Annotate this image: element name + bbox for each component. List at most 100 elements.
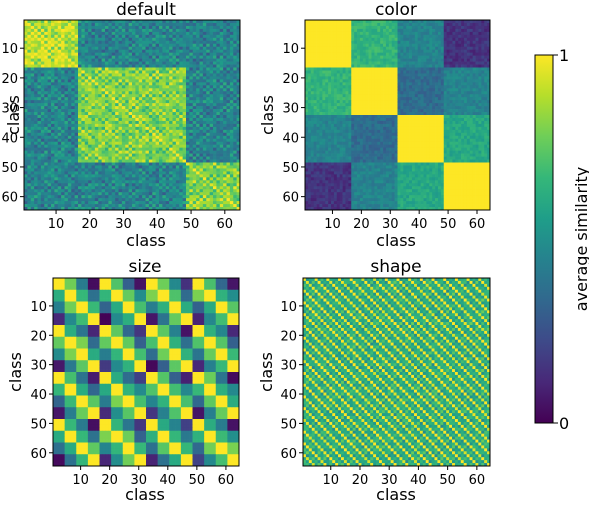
heatmap-cell: [54, 34, 59, 39]
heatmap-cell: [152, 112, 156, 116]
heatmap-cell: [148, 135, 153, 140]
heatmap-cell: [371, 55, 375, 59]
heatmap-cell: [57, 180, 62, 184]
heatmap-cell: [57, 115, 62, 119]
heatmap-cell: [186, 28, 190, 33]
heatmap-cell: [44, 94, 48, 98]
heatmap-cell: [138, 55, 143, 59]
heatmap-cell: [142, 144, 146, 149]
heatmap-cell: [223, 189, 227, 193]
heatmap-cell: [199, 162, 204, 166]
heatmap-cell: [108, 132, 113, 137]
x-tick-label: 10: [48, 217, 65, 232]
heatmap-cell: [105, 106, 109, 110]
heatmap-cell: [169, 201, 173, 205]
heatmap-cell: [138, 168, 143, 172]
heatmap-cell: [145, 91, 150, 95]
heatmap-cell: [152, 115, 156, 119]
heatmap-cell: [34, 195, 38, 199]
heatmap-cell: [44, 126, 48, 131]
heatmap-cell: [420, 46, 424, 51]
heatmap-cell: [51, 141, 55, 146]
heatmap-cell: [458, 40, 462, 45]
heatmap-cell: [121, 132, 126, 137]
heatmap-cell: [165, 120, 170, 125]
heatmap-cell: [385, 20, 390, 24]
heatmap-cell: [61, 79, 65, 83]
heatmap-cell: [88, 192, 92, 196]
heatmap-cell: [78, 129, 82, 134]
heatmap-cell: [34, 85, 38, 89]
heatmap-cell: [189, 37, 194, 42]
heatmap-cell: [162, 186, 167, 190]
heatmap-cell: [152, 46, 156, 51]
heatmap-cell: [155, 204, 160, 208]
heatmap-cell: [81, 174, 86, 178]
heatmap-cell: [81, 117, 86, 122]
heatmap-cell: [44, 106, 48, 110]
heatmap-cell: [78, 79, 82, 83]
heatmap-cell: [125, 195, 129, 199]
heatmap-cell: [121, 165, 126, 169]
heatmap-cell: [47, 103, 52, 107]
heatmap-cell: [91, 103, 96, 107]
heatmap-cell: [47, 156, 52, 160]
heatmap-cell: [115, 186, 119, 190]
heatmap-cell: [81, 76, 86, 80]
heatmap-cell: [128, 129, 133, 134]
heatmap-cell: [371, 46, 375, 51]
heatmap-cell: [145, 94, 150, 98]
heatmap-cell: [236, 85, 241, 89]
heatmap-cell: [138, 115, 143, 119]
heatmap-cell: [57, 73, 62, 77]
heatmap-cell: [155, 88, 160, 92]
heatmap-cell: [189, 156, 194, 160]
heatmap-cell: [229, 40, 234, 45]
heatmap-cell: [206, 201, 210, 205]
heatmap-cell: [162, 106, 167, 110]
heatmap-cell: [64, 177, 69, 181]
heatmap-cell: [125, 135, 129, 140]
heatmap-cell: [440, 25, 445, 30]
heatmap-cell: [54, 106, 59, 110]
heatmap-cell: [319, 37, 323, 42]
heatmap-cell: [348, 49, 352, 54]
heatmap-cell: [172, 58, 177, 62]
heatmap-cell: [362, 37, 367, 42]
heatmap-cell: [61, 141, 65, 146]
heatmap-cell: [91, 100, 96, 104]
heatmap-cell: [162, 189, 167, 193]
heatmap-cell: [162, 162, 167, 166]
heatmap-cell: [368, 46, 372, 51]
heatmap-cell: [400, 37, 404, 42]
heatmap-cell: [78, 64, 82, 68]
heatmap-cell: [24, 207, 28, 211]
heatmap-cell: [121, 100, 126, 104]
heatmap-cell: [155, 61, 160, 65]
heatmap-cell: [135, 192, 140, 196]
heatmap-cell: [325, 25, 329, 30]
heatmap-cell: [78, 109, 82, 113]
heatmap-cell: [400, 46, 404, 51]
heatmap-cell: [98, 177, 102, 181]
heatmap-cell: [24, 40, 28, 45]
heatmap-cell: [78, 40, 82, 45]
heatmap-cell: [186, 82, 190, 86]
heatmap-cell: [223, 201, 227, 205]
heatmap-cell: [145, 40, 150, 45]
heatmap-cell: [449, 31, 453, 36]
heatmap-cell: [44, 43, 48, 48]
heatmap-cell: [30, 183, 35, 187]
heatmap-cell: [159, 198, 163, 202]
heatmap-cell: [216, 88, 221, 92]
heatmap-cell: [142, 120, 146, 125]
heatmap-cell: [162, 204, 167, 208]
heatmap-cell: [209, 198, 214, 202]
heatmap-cell: [74, 132, 79, 137]
heatmap-cell: [145, 97, 150, 101]
heatmap-cell: [475, 46, 479, 51]
heatmap-cell: [94, 61, 99, 65]
heatmap-cell: [394, 37, 398, 42]
heatmap-cell: [331, 55, 335, 59]
heatmap-cell: [24, 64, 28, 68]
